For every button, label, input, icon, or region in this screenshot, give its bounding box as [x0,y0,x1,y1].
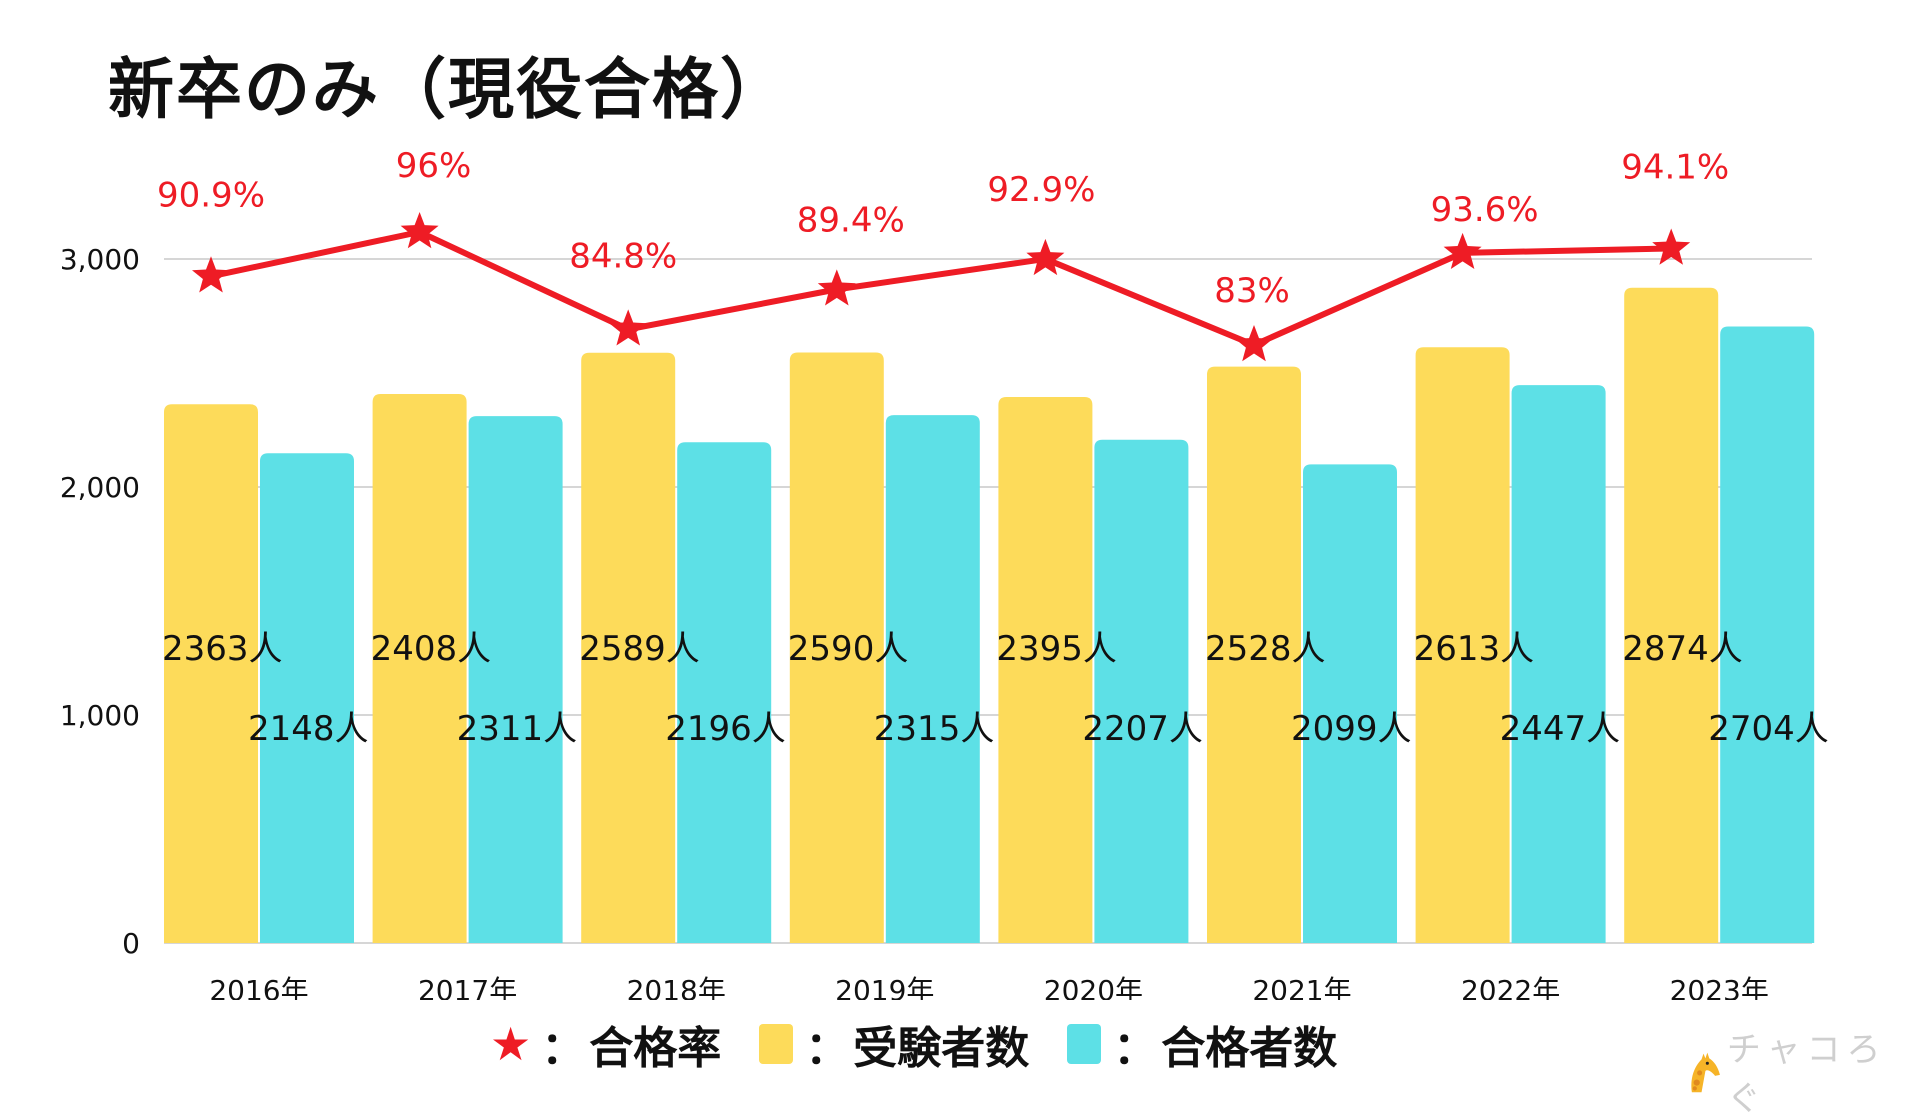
data-label-pass-rate: 89.4% [797,200,905,240]
cyan-swatch-icon [1067,1024,1102,1064]
data-label-pass-rate: 96% [396,146,472,186]
star-marker-icon [1235,325,1273,362]
data-label-pass-rate: 90.9% [157,175,265,215]
x-tick-label: 2017年 [418,974,517,1000]
data-label-passers: 2704人 [1708,709,1829,749]
x-tick-label: 2018年 [627,974,726,1000]
data-label-applicants: 2589人 [579,629,700,669]
data-label-applicants: 2528人 [1205,629,1326,669]
pass-rate-line [192,212,1691,362]
x-axis-ticks: 2016年 2017年 2018年 2019年 2020年 2021年 2022年 2023年 [209,974,1768,1000]
bar-passers [260,453,354,943]
data-label-applicants: 2590人 [788,629,909,669]
bar-passers [885,415,980,943]
bar-applicants [998,396,1093,943]
legend-item-applicants: ： 受験者数 [759,1012,1029,1076]
data-label-passers: 2099人 [1291,709,1412,749]
legend-label: 合格率 [589,1023,722,1074]
star-marker-icon [817,269,856,306]
legend: ★ ： 合格率 ： 受験者数 ： 合格者数 [490,1012,1375,1076]
data-label-pass-rate: 93.6% [1431,190,1539,230]
y-tick-label: 2,000 [60,471,140,504]
data-label-applicants: 2408人 [371,629,492,669]
watermark: チャコろぐ [1688,1022,1920,1120]
bar-passers [1303,464,1397,943]
data-label-applicants: 2363人 [162,629,283,669]
bar-applicants [1415,347,1510,944]
x-tick-label: 2023年 [1670,974,1769,1000]
x-tick-label: 2021年 [1252,974,1351,1000]
data-label-applicants: 2395人 [996,629,1117,669]
bar-applicants [1207,366,1301,944]
bar-passers [1720,326,1815,943]
bar-passers [1511,385,1606,944]
x-tick-label: 2020年 [1044,974,1143,1000]
x-tick-label: 2022年 [1461,974,1560,1000]
legend-separator: ： [1113,1023,1158,1074]
legend-separator: ： [805,1023,850,1074]
data-label-passers: 2148人 [248,709,369,749]
y-axis-ticks: 0 1,000 2,000 3,000 [60,243,140,960]
data-label-pass-rate: 94.1% [1621,148,1729,188]
data-label-applicants: 2613人 [1414,629,1535,669]
y-tick-label: 3,000 [60,243,140,276]
y-tick-label: 1,000 [60,699,140,732]
data-label-passers: 2311人 [457,709,578,749]
star-marker-icon [192,256,230,293]
watermark-text: チャコろぐ [1726,1030,1887,1119]
x-tick-label: 2019年 [835,974,934,1000]
star-marker-icon [609,309,648,346]
x-tick-label: 2016年 [209,974,308,1000]
data-label-pass-rate: 92.9% [987,170,1095,210]
data-label-passers: 2447人 [1500,709,1621,749]
bar-applicants [372,393,467,943]
chart-area: 0 1,000 2,000 3,000 2016年 2017年 2018年 2019年 202… [60,146,1829,1000]
data-label-passers: 2315人 [874,709,995,749]
star-marker-icon [1652,228,1691,265]
legend-label: 受験者数 [853,1023,1030,1074]
star-marker-icon [400,212,439,249]
data-label-applicants: 2874人 [1622,629,1743,669]
y-tick-label: 0 [122,927,140,960]
chart-title: 新卒のみ（現役合格） [108,51,788,128]
star-marker-icon [1443,232,1482,269]
data-label-pass-rate: 84.8% [569,236,677,276]
bars [164,287,1815,944]
bar-applicants [164,404,258,944]
bar-applicants [1624,287,1719,943]
giraffe-icon [1691,1052,1720,1093]
legend-label: 合格者数 [1161,1023,1338,1074]
bar-passers [1094,439,1189,943]
bar-passers [468,416,563,943]
bar-applicants [581,352,676,943]
data-label-passers: 2207人 [1082,709,1203,749]
data-label-pass-rate: 83% [1214,271,1290,311]
bar-passers [677,442,772,943]
bar-applicants [789,352,884,944]
legend-item-pass-rate: ★ ： 合格率 [490,1012,721,1076]
yellow-swatch-icon [759,1024,794,1064]
data-label-passers: 2196人 [665,709,786,749]
pass-rate-polyline [210,229,1672,348]
star-icon: ★ [490,1017,532,1071]
legend-separator: ： [541,1023,586,1074]
legend-item-passers: ： 合格者数 [1067,1012,1337,1076]
star-marker-icon [1026,238,1065,276]
